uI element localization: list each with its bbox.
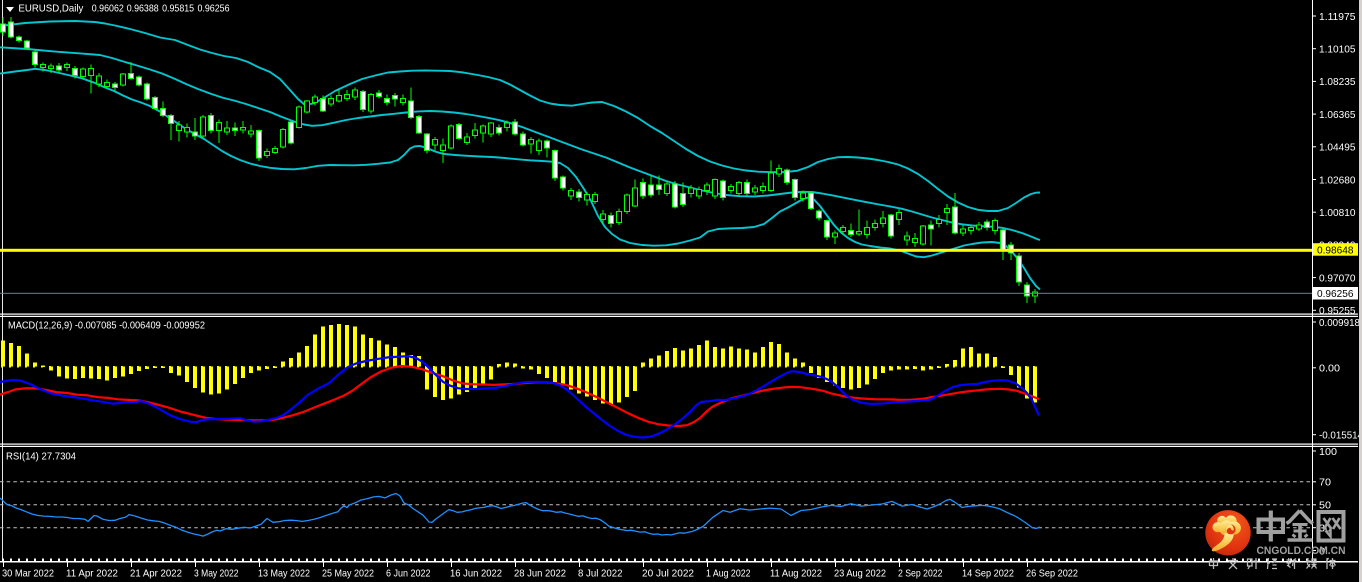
svg-text:13 May 2022: 13 May 2022 xyxy=(258,568,310,580)
svg-text:11 Aug 2022: 11 Aug 2022 xyxy=(770,568,822,580)
svg-text:3 May 2022: 3 May 2022 xyxy=(194,568,239,580)
svg-text:20 Jul 2022: 20 Jul 2022 xyxy=(642,568,694,580)
svg-text:0.96256: 0.96256 xyxy=(1317,288,1354,300)
svg-text:14 Sep 2022: 14 Sep 2022 xyxy=(962,568,1014,580)
svg-text:26 Sep 2022: 26 Sep 2022 xyxy=(1026,568,1078,580)
svg-text:1.08235: 1.08235 xyxy=(1319,76,1356,88)
svg-text:0.98648: 0.98648 xyxy=(1317,244,1354,256)
svg-text:28 Jun 2022: 28 Jun 2022 xyxy=(514,568,566,580)
svg-text:1.04495: 1.04495 xyxy=(1319,142,1356,154)
svg-text:-0.015514: -0.015514 xyxy=(1319,430,1362,442)
svg-text:25 May 2022: 25 May 2022 xyxy=(322,568,374,580)
svg-text:50: 50 xyxy=(1319,500,1331,512)
svg-text:EURUSD,Daily: EURUSD,Daily xyxy=(18,3,84,15)
svg-text:0.96388: 0.96388 xyxy=(127,3,159,15)
svg-text:2 Sep 2022: 2 Sep 2022 xyxy=(898,568,943,580)
svg-text:11 Apr 2022: 11 Apr 2022 xyxy=(66,568,118,580)
svg-text:1.10105: 1.10105 xyxy=(1319,44,1356,56)
svg-text:MACD(12,26,9) -0.007085 -0.006: MACD(12,26,9) -0.007085 -0.006409 -0.009… xyxy=(8,320,205,332)
svg-text:6 Jun 2022: 6 Jun 2022 xyxy=(386,568,431,580)
svg-text:0.009918: 0.009918 xyxy=(1319,317,1360,329)
svg-text:8 Jul 2022: 8 Jul 2022 xyxy=(578,568,623,580)
svg-text:1 Aug 2022: 1 Aug 2022 xyxy=(706,568,751,580)
svg-text:0.96062: 0.96062 xyxy=(92,3,124,15)
svg-text:1.02680: 1.02680 xyxy=(1319,174,1356,186)
svg-text:16 Jun 2022: 16 Jun 2022 xyxy=(450,568,502,580)
svg-text:100: 100 xyxy=(1319,446,1337,458)
svg-text:0.95815: 0.95815 xyxy=(162,3,194,15)
svg-text:0.00: 0.00 xyxy=(1319,363,1340,375)
svg-text:70: 70 xyxy=(1319,477,1331,489)
svg-text:0: 0 xyxy=(1319,545,1325,557)
svg-text:0.95255: 0.95255 xyxy=(1319,305,1356,317)
svg-text:30 Mar 2022: 30 Mar 2022 xyxy=(2,568,54,580)
svg-text:1.06365: 1.06365 xyxy=(1319,109,1356,121)
svg-text:21 Apr 2022: 21 Apr 2022 xyxy=(130,568,182,580)
svg-text:1.00810: 1.00810 xyxy=(1319,207,1356,219)
svg-text:1.11975: 1.11975 xyxy=(1319,11,1356,23)
svg-text:CNGOLD.COM.CN: CNGOLD.COM.CN xyxy=(1257,545,1346,557)
svg-text:0.97070: 0.97070 xyxy=(1319,272,1356,284)
svg-text:23 Aug 2022: 23 Aug 2022 xyxy=(834,568,886,580)
svg-text:RSI(14) 27.7304: RSI(14) 27.7304 xyxy=(6,450,76,462)
svg-text:0.96256: 0.96256 xyxy=(198,3,230,15)
